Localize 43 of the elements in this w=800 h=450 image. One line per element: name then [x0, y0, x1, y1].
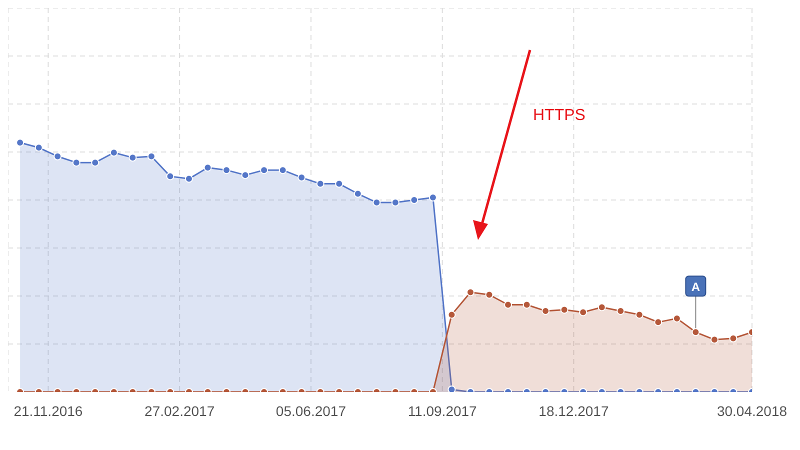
- point: [448, 386, 456, 392]
- point: [560, 306, 568, 314]
- point: [485, 290, 494, 299]
- point: [428, 194, 437, 202]
- x-tick-label: 27.02.2017: [144, 402, 215, 419]
- point: [448, 310, 456, 319]
- point: [128, 154, 137, 162]
- point: [692, 328, 700, 336]
- point: [204, 164, 212, 172]
- point: [729, 334, 738, 342]
- point: [579, 308, 588, 316]
- point: [635, 310, 644, 319]
- point: [410, 196, 418, 204]
- point: [54, 152, 62, 160]
- point: [110, 148, 118, 157]
- point: [184, 174, 193, 183]
- point: [260, 166, 268, 174]
- x-tick-label: 30.04.2018: [716, 402, 788, 419]
- point: [91, 158, 100, 167]
- point: [654, 318, 662, 326]
- point: [316, 180, 324, 188]
- point: [298, 174, 306, 182]
- point: [147, 152, 156, 160]
- point: [34, 144, 43, 152]
- point: [166, 172, 174, 180]
- point: [278, 166, 287, 174]
- text: HTTPS: [533, 107, 586, 124]
- point: [466, 288, 474, 296]
- point: [72, 158, 80, 167]
- point: [710, 336, 718, 344]
- point: [522, 300, 531, 309]
- point: [222, 166, 231, 174]
- point: [16, 138, 24, 147]
- point: [354, 190, 362, 198]
- point: [504, 300, 512, 309]
- x-tick-label: 11.09.2017: [408, 402, 478, 419]
- point: [241, 171, 250, 180]
- point: [335, 180, 344, 188]
- point: [598, 303, 606, 312]
- annotation: A: [691, 280, 700, 294]
- x-tick-label: 21.11.2016: [14, 402, 83, 419]
- x-tick-label: 18.12.2017: [538, 402, 609, 419]
- x-tick-label: 05.06.2017: [276, 402, 346, 419]
